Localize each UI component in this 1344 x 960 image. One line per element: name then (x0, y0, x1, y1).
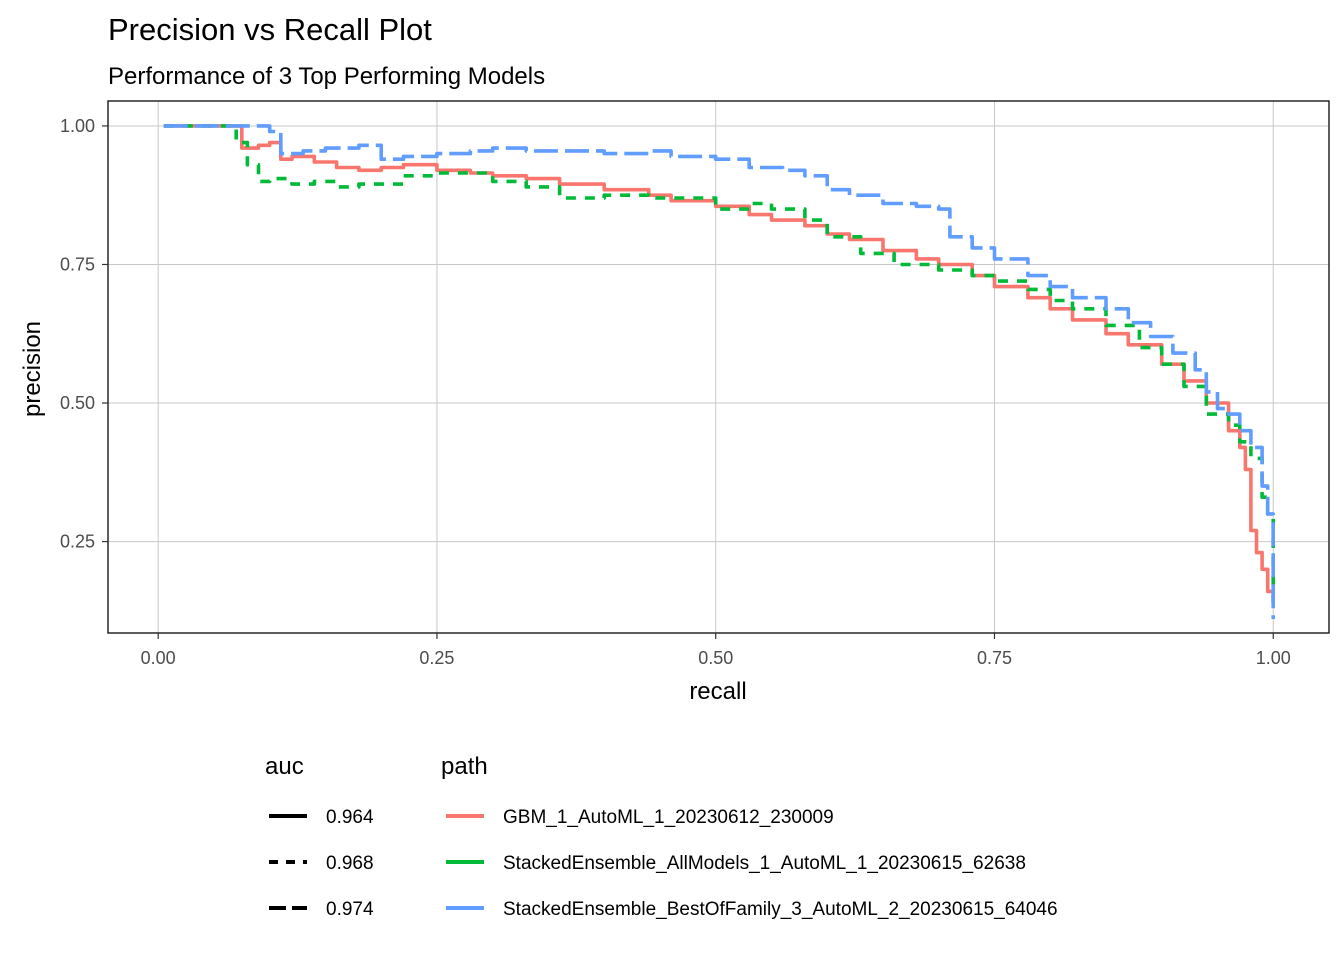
y-tick-label: 1.00 (60, 116, 95, 136)
chart-subtitle: Performance of 3 Top Performing Models (108, 63, 545, 90)
x-tick-label: 0.50 (698, 648, 733, 668)
legend-auc-label: 0.964 (326, 807, 374, 828)
legend-path-title: path (441, 753, 488, 780)
series-line-2 (163, 124, 1275, 620)
legend: auc path 0.964 0.968 0.974 GBM_1_AutoML_… (265, 753, 1058, 920)
x-axis-title: recall (689, 678, 746, 705)
plot-panel (107, 100, 1330, 634)
series-lines (163, 124, 1275, 620)
x-tick-label: 0.00 (141, 648, 176, 668)
y-tick-label: 0.75 (60, 254, 95, 274)
y-tick-label: 0.25 (60, 532, 95, 552)
legend-auc-title: auc (265, 753, 304, 780)
x-tick-label: 0.25 (419, 648, 454, 668)
legend-path-label: StackedEnsemble_BestOfFamily_3_AutoML_2_… (503, 899, 1058, 920)
legend-auc-label: 0.968 (326, 853, 374, 874)
series-line-1 (163, 124, 1275, 603)
x-tick-label: 1.00 (1256, 648, 1291, 668)
legend-path-label: StackedEnsemble_AllModels_1_AutoML_1_202… (503, 853, 1026, 874)
axis-ticks: 0.00 0.25 0.50 0.75 1.00 0.25 0.50 0.75 1.00 (60, 116, 1291, 668)
legend-path-label: GBM_1_AutoML_1_20230612_230009 (503, 807, 834, 828)
chart-title: Precision vs Recall Plot (108, 12, 432, 47)
x-tick-label: 0.75 (977, 648, 1012, 668)
legend-auc-label: 0.974 (326, 899, 374, 920)
grid-lines (108, 101, 1329, 633)
y-tick-label: 0.50 (60, 393, 95, 413)
y-axis-title: precision (19, 321, 46, 417)
series-line-0 (163, 124, 1275, 603)
